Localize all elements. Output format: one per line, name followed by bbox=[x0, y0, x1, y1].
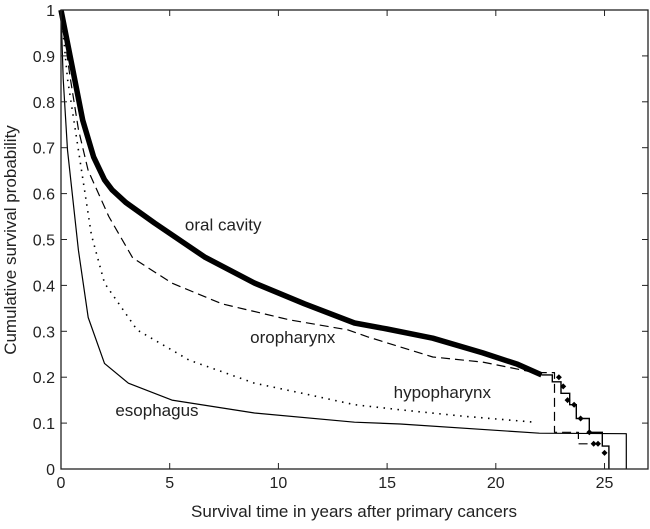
series-esophagus-line bbox=[60, 9, 627, 469]
x-tick-label: 5 bbox=[165, 475, 174, 492]
plot-area bbox=[61, 10, 648, 469]
curve-label-oral-cavity: oral cavity bbox=[185, 215, 262, 234]
y-tick-label: 1 bbox=[46, 3, 55, 20]
curve-labels: oral cavity oropharynx hypopharynx esophagu… bbox=[115, 215, 491, 420]
censor-marker bbox=[564, 397, 571, 404]
y-tick-label: 0.4 bbox=[33, 278, 55, 295]
curve-label-esophagus: esophagus bbox=[115, 401, 198, 420]
x-tick-label: 0 bbox=[57, 475, 66, 492]
x-tick-label: 10 bbox=[270, 475, 288, 492]
x-tick-label: 15 bbox=[378, 475, 396, 492]
curve-label-hypopharynx: hypopharynx bbox=[394, 383, 492, 402]
y-tick-label: 0.2 bbox=[33, 370, 55, 387]
censor-marker bbox=[594, 440, 601, 447]
censor-marker bbox=[590, 440, 597, 447]
x-tick-label: 25 bbox=[596, 475, 614, 492]
y-tick-label: 0.7 bbox=[33, 141, 55, 158]
curve-label-oropharynx: oropharynx bbox=[250, 328, 336, 347]
censor-marker bbox=[560, 383, 567, 390]
y-tick-label: 0.8 bbox=[33, 95, 55, 112]
y-tick-label: 0.9 bbox=[33, 49, 55, 66]
x-tick-label: 20 bbox=[487, 475, 505, 492]
curves bbox=[58, 9, 627, 469]
series-oral-cavity-line bbox=[58, 9, 543, 378]
censor-marker bbox=[571, 401, 578, 408]
censor-marker bbox=[577, 415, 584, 422]
censor-marker bbox=[601, 449, 608, 456]
y-axis-title: Cumulative survival probability bbox=[1, 125, 20, 355]
series-oropharynx-line bbox=[60, 9, 594, 445]
series-hypopharynx-line bbox=[60, 9, 535, 423]
axis-ticks: 0 5 10 15 20 25 0 0.1 0.2 0.3 0.4 0.5 0.6 0.7 0.8 0.9 1 bbox=[33, 3, 648, 492]
x-axis-title: Survival time in years after primary can… bbox=[191, 502, 517, 521]
censor-marker bbox=[555, 374, 562, 381]
y-tick-label: 0.6 bbox=[33, 187, 55, 204]
y-tick-label: 0.5 bbox=[33, 233, 55, 250]
y-tick-label: 0.3 bbox=[33, 324, 55, 341]
y-tick-label: 0 bbox=[46, 462, 55, 479]
y-tick-label: 0.1 bbox=[33, 416, 55, 433]
